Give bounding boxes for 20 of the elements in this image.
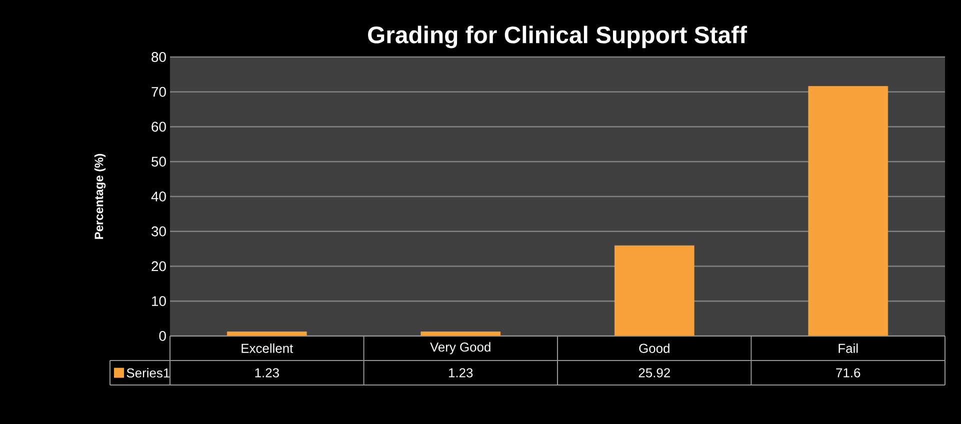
y-tick-label: 70 <box>152 86 166 97</box>
y-tick-label: 60 <box>152 122 166 132</box>
y-tick-label: 50 <box>152 156 166 167</box>
x-tick-label: Fail <box>838 343 858 353</box>
y-tick-label: 0 <box>159 331 166 341</box>
data-label: 25.92 <box>638 368 670 378</box>
x-tick-label: Good <box>639 343 670 353</box>
y-tick-label: 10 <box>152 296 166 306</box>
data-label: 1.23 <box>255 368 279 378</box>
y-axis-title: Percentage (%) <box>94 154 106 239</box>
y-tick-label: 80 <box>152 52 166 62</box>
data-label: 71.6 <box>836 368 860 378</box>
y-tick-label: 30 <box>152 226 166 236</box>
data-label: 1.23 <box>448 368 473 378</box>
chart-title: Grading for Clinical Support Staff <box>368 26 748 48</box>
y-tick-label: 40 <box>151 192 166 202</box>
x-tick-label: Excellent <box>242 343 294 353</box>
x-tick-label: Very Good <box>430 342 490 354</box>
y-tick-label: 20 <box>152 261 166 272</box>
legend-label: Series1 <box>126 368 170 378</box>
